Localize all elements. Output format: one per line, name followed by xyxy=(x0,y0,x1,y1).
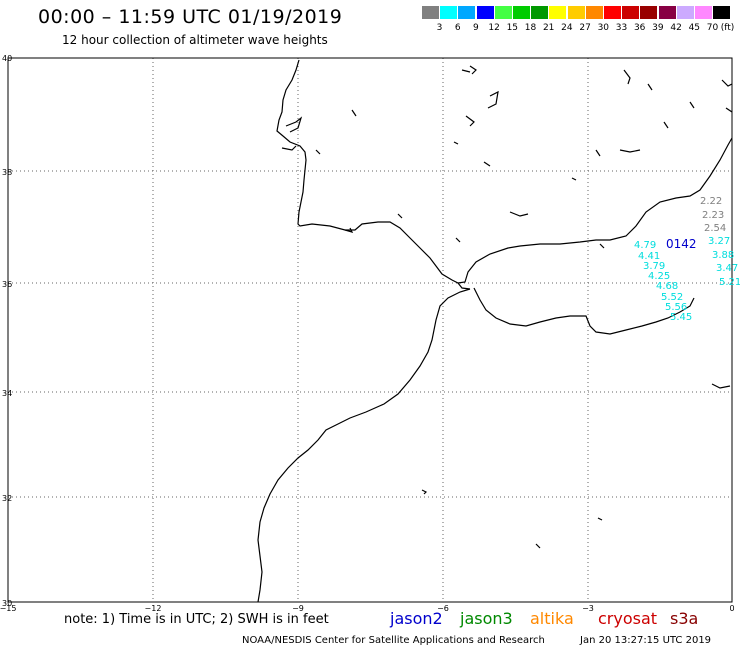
track-value-cyan: 5.45 xyxy=(670,312,692,323)
legend-swatch xyxy=(440,6,458,19)
map-subtitle: 12 hour collection of altimeter wave hei… xyxy=(62,33,328,47)
longitude-label: −3 xyxy=(582,604,594,613)
longitude-label: −12 xyxy=(145,604,162,613)
track-value-cyan: 5.21 xyxy=(719,277,740,288)
pass-id: 0142 xyxy=(666,237,697,251)
track-value-cyan: 4.41 xyxy=(638,251,660,262)
longitude-label: 0 xyxy=(729,604,734,613)
legend-label: 30 xyxy=(597,23,610,33)
legend-label: 70 xyxy=(706,23,719,33)
track-value-cyan: 5.56 xyxy=(665,302,687,313)
legend-label: 18 xyxy=(524,23,537,33)
legend-swatch xyxy=(531,6,549,19)
legend-swatch xyxy=(713,6,731,19)
satellite-label: jason2 xyxy=(390,609,443,628)
track-value-cyan: 4.25 xyxy=(648,271,670,282)
footer-credit: NOAA/NESDIS Center for Satellite Applica… xyxy=(242,635,545,646)
track-value-cyan: 5.52 xyxy=(661,292,683,303)
track-value-cyan: 3.79 xyxy=(643,261,665,272)
latitude-label: 38 xyxy=(2,168,12,177)
legend-label: 15 xyxy=(506,23,519,33)
track-value-gray: 2.54 xyxy=(704,223,726,234)
satellite-label: s3a xyxy=(670,609,699,628)
legend-label: 42 xyxy=(670,23,682,33)
legend-label: 39 xyxy=(652,23,664,33)
satellite-label: altika xyxy=(530,609,574,628)
legend-swatch xyxy=(640,6,658,19)
latitude-label: 30 xyxy=(2,599,12,608)
satellite-label: cryosat xyxy=(598,609,658,628)
latitude-label: 34 xyxy=(2,389,12,398)
legend-swatch xyxy=(422,6,439,19)
latitude-label: 40 xyxy=(2,54,12,63)
legend-label: 27 xyxy=(579,23,591,33)
legend-swatch xyxy=(585,6,603,19)
track-value-cyan: 4.79 xyxy=(634,240,656,251)
legend-label: 24 xyxy=(561,23,573,33)
legend-label: 6 xyxy=(454,23,461,33)
legend-label: 9 xyxy=(473,23,479,33)
legend-swatch xyxy=(695,6,712,19)
legend-swatch xyxy=(513,6,530,19)
legend-swatch xyxy=(549,6,567,19)
legend-label: 21 xyxy=(542,23,555,33)
longitude-label: −6 xyxy=(437,604,449,613)
track-values: 2.22 2.23 2.54 3.27 3.88 3.47 5.21 4.794.413.79… xyxy=(634,196,740,323)
legend-label: 12 xyxy=(488,23,500,33)
map-title: 00:00 – 11:59 UTC 01/19/2019 xyxy=(38,6,343,28)
legend-swatch xyxy=(622,6,640,19)
legend-unit: (ft) xyxy=(720,23,735,33)
track-value-cyan: 3.27 xyxy=(708,236,730,247)
longitude-label: −9 xyxy=(292,604,304,613)
legend-label: 3 xyxy=(436,23,443,33)
note-text: note: 1) Time is in UTC; 2) SWH is in fe… xyxy=(64,612,329,627)
track-value-cyan: 3.47 xyxy=(716,263,738,274)
track-value-gray: 2.22 xyxy=(700,196,722,207)
legend-swatch xyxy=(458,6,476,19)
legend-swatch xyxy=(658,6,676,19)
satellite-label: jason3 xyxy=(460,609,513,628)
graticule xyxy=(8,58,732,602)
track-value-gray: 2.23 xyxy=(702,210,724,221)
legend-swatch xyxy=(476,6,494,19)
legend-swatch xyxy=(494,6,512,19)
legend-label: 45 xyxy=(688,23,701,33)
coastline xyxy=(257,59,733,603)
longitude-label: −15 xyxy=(0,604,16,613)
track-value-cyan: 3.88 xyxy=(712,250,734,261)
legend-label: 36 xyxy=(633,23,646,33)
legend-swatch xyxy=(567,6,585,19)
latitude-label: 36 xyxy=(2,280,12,289)
legend-swatch xyxy=(604,6,621,19)
track-value-cyan: 4.68 xyxy=(656,281,678,292)
latitude-labels: 40 38 36 34 32 30 xyxy=(2,54,12,608)
footer-timestamp: Jan 20 13:27:15 UTC 2019 xyxy=(580,635,712,646)
legend-label: 33 xyxy=(615,23,628,33)
legend-swatch xyxy=(676,6,694,19)
longitude-labels: −15 −12 −9 −6 −3 0 xyxy=(0,604,735,613)
latitude-label: 32 xyxy=(2,494,12,503)
map-frame xyxy=(7,57,733,603)
